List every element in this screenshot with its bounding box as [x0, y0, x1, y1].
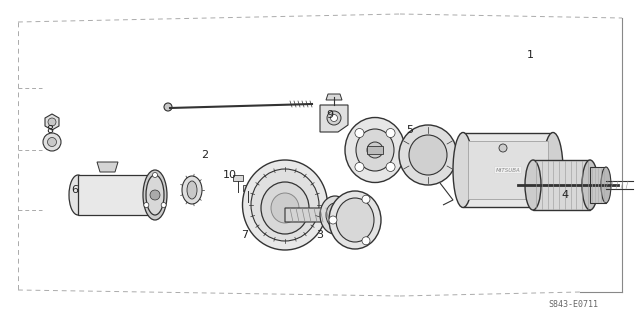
Text: 7: 7	[241, 230, 248, 240]
Circle shape	[144, 203, 149, 207]
Text: MITSUBA: MITSUBA	[495, 167, 520, 173]
Circle shape	[47, 137, 56, 146]
Ellipse shape	[601, 167, 611, 203]
Circle shape	[355, 129, 364, 137]
Ellipse shape	[320, 196, 350, 234]
Text: 1: 1	[527, 50, 534, 60]
Circle shape	[43, 133, 61, 151]
Ellipse shape	[345, 117, 405, 182]
Text: 6: 6	[72, 185, 79, 195]
Bar	[367, 146, 383, 154]
Polygon shape	[243, 185, 253, 191]
Text: 9: 9	[326, 110, 333, 120]
Ellipse shape	[453, 132, 473, 207]
Text: 4: 4	[561, 190, 568, 200]
Circle shape	[386, 129, 395, 137]
Ellipse shape	[336, 198, 374, 242]
Circle shape	[329, 216, 337, 224]
Polygon shape	[468, 141, 548, 199]
Circle shape	[386, 162, 395, 172]
Polygon shape	[285, 208, 335, 222]
Circle shape	[164, 103, 172, 111]
Circle shape	[327, 111, 341, 125]
Text: S843-E0711: S843-E0711	[548, 300, 598, 309]
Text: 3: 3	[317, 230, 323, 240]
Ellipse shape	[251, 169, 319, 241]
Polygon shape	[320, 105, 348, 132]
Ellipse shape	[243, 160, 328, 250]
Ellipse shape	[261, 182, 309, 234]
Circle shape	[499, 144, 507, 152]
Ellipse shape	[326, 203, 344, 227]
Circle shape	[48, 118, 56, 126]
Polygon shape	[45, 114, 59, 130]
Polygon shape	[533, 160, 590, 210]
Ellipse shape	[356, 129, 394, 171]
Polygon shape	[97, 162, 118, 172]
Polygon shape	[233, 175, 243, 181]
Polygon shape	[590, 167, 606, 203]
Polygon shape	[78, 175, 155, 215]
Ellipse shape	[182, 176, 202, 204]
Text: 2: 2	[202, 150, 209, 160]
Circle shape	[362, 195, 370, 203]
Ellipse shape	[187, 181, 197, 199]
Circle shape	[367, 142, 383, 158]
Ellipse shape	[146, 175, 164, 215]
Circle shape	[355, 162, 364, 172]
Ellipse shape	[271, 193, 299, 223]
Circle shape	[362, 237, 370, 245]
Ellipse shape	[143, 170, 167, 220]
Circle shape	[161, 203, 166, 207]
Circle shape	[152, 173, 157, 177]
Ellipse shape	[146, 175, 164, 215]
Polygon shape	[326, 94, 342, 100]
Ellipse shape	[525, 160, 541, 210]
Ellipse shape	[582, 160, 598, 210]
Ellipse shape	[409, 135, 447, 175]
Polygon shape	[463, 133, 553, 207]
Ellipse shape	[329, 191, 381, 249]
Text: 10: 10	[223, 170, 237, 180]
Ellipse shape	[399, 125, 457, 185]
Text: 5: 5	[406, 125, 413, 135]
Circle shape	[150, 190, 160, 200]
Ellipse shape	[69, 175, 87, 215]
Circle shape	[330, 115, 337, 122]
Text: 8: 8	[47, 125, 54, 135]
Ellipse shape	[543, 132, 563, 207]
